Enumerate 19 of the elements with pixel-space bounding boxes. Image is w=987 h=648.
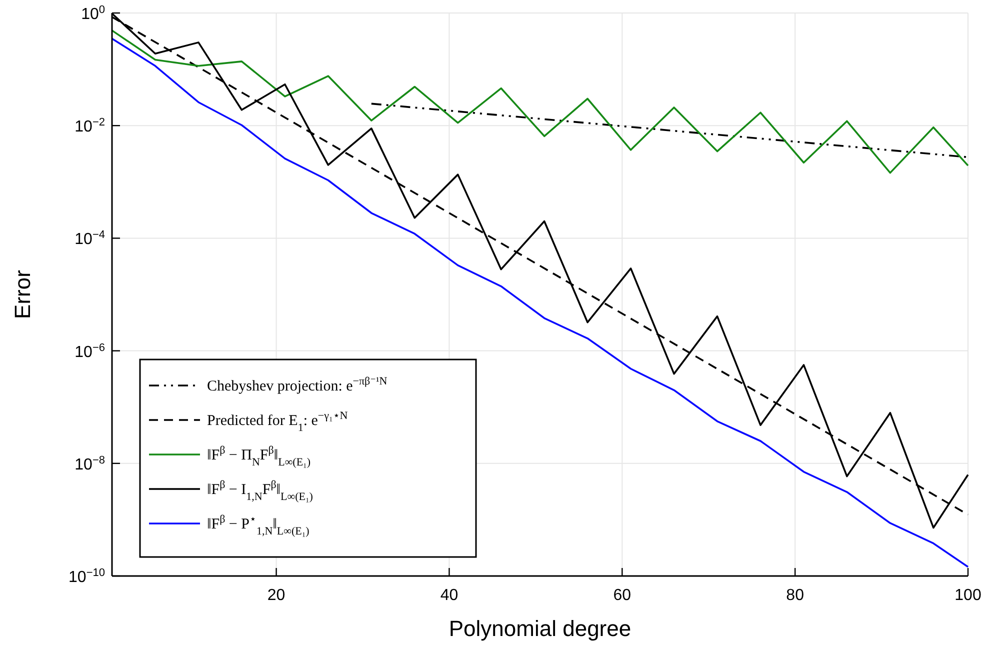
y-tick-label: 10$^{−2}$ — [74, 116, 105, 136]
legend-label: Chebyshev projection: e$^{−πβ⁻¹N}$ — [207, 376, 388, 394]
x-tick-label: 40 — [440, 587, 458, 604]
y-tick-label: 10$^{−4}$ — [74, 229, 105, 248]
legend-label: Predicted for E$_{1}$: e$^{−γ₁⋆N}$ — [207, 410, 348, 434]
x-tick-label: 100 — [954, 587, 982, 604]
y-axis-title: Error — [10, 270, 35, 319]
line-series — [111, 30, 969, 174]
legend-label: ‖F$^{β}$ − I$_{1,N}$F$^{β}$‖$_{L∞(E₁)}$ — [207, 479, 314, 503]
x-tick-label: 20 — [267, 587, 286, 604]
y-tick-label: 10$^{0}$ — [81, 4, 105, 23]
x-axis-title: Polynomial degree — [448, 616, 632, 641]
y-tick-label: 10$^{−10}$ — [68, 567, 105, 586]
x-tick-label: 80 — [786, 587, 804, 604]
y-tick-label: 10$^{−8}$ — [74, 454, 105, 474]
legend-label: ‖F$^{β}$ − Π$_{N}$F$^{β}$‖$_{L∞(E₁)}$ — [207, 444, 311, 468]
y-tick-label: 10$^{−6}$ — [74, 342, 105, 361]
x-tick-label: 60 — [613, 587, 632, 604]
legend-label: ‖F$^{β}$ − P$^{⋆}$$_{1,N}$‖$_{L∞(E₁)}$ — [207, 514, 310, 538]
